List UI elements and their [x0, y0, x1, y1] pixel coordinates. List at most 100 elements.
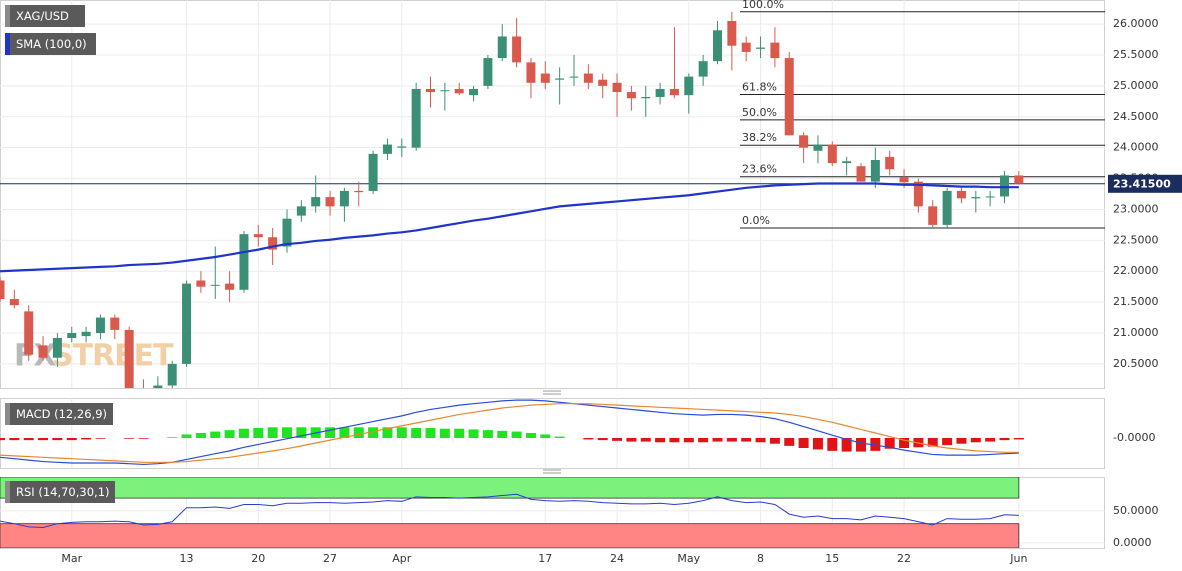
candle-body: [626, 92, 636, 99]
fib-label: 100.0%: [742, 0, 784, 11]
x-tick-label: 13: [180, 552, 194, 565]
candle-body: [139, 389, 148, 392]
candle-body: [842, 161, 852, 164]
macd-histogram-bar: [81, 438, 92, 440]
macd-histogram-bar: [0, 438, 5, 441]
x-tick-label: May: [677, 552, 700, 565]
macd-histogram-bar: [497, 430, 508, 438]
candle-body: [354, 190, 364, 193]
candle-body: [282, 218, 292, 247]
candle-body: [52, 337, 62, 358]
y-tick-label: -0.0000: [1113, 431, 1155, 444]
candle-body: [870, 160, 880, 182]
rsi-plot: [0, 477, 1020, 548]
macd-histogram-bar: [181, 434, 192, 438]
label-marker: [5, 5, 10, 27]
candle-body: [110, 317, 120, 330]
overbought-zone: [0, 477, 1020, 499]
macd-histogram-bar: [540, 434, 551, 438]
x-tick-label: Apr: [392, 552, 412, 565]
macd-histogram-bar: [38, 438, 49, 441]
macd-histogram-bar: [167, 437, 178, 438]
candle-body: [569, 76, 579, 78]
label-box: [5, 481, 115, 503]
sma-label: SMA (100,0): [16, 37, 87, 51]
macd-histogram-bar: [798, 438, 809, 448]
macd-histogram-bar: [95, 438, 106, 439]
y-tick-label: 24.0000: [1113, 141, 1159, 154]
macd-histogram-bar: [626, 438, 637, 442]
candle-body: [713, 30, 722, 62]
macd-histogram-bar: [784, 438, 795, 446]
macd-histogram-bar: [525, 433, 536, 438]
macd-histogram-bar: [439, 428, 450, 438]
macd-histogram-bar: [985, 438, 996, 442]
candle-body: [885, 156, 895, 170]
macd-histogram-bar: [640, 438, 651, 442]
candle-body: [813, 144, 823, 151]
x-tick-label: 22: [897, 552, 911, 565]
macd-histogram-bar: [870, 438, 881, 451]
sma-line: [0, 182, 1019, 273]
y-tick-label: 25.5000: [1113, 48, 1159, 61]
macd-histogram-bar: [138, 438, 149, 439]
candle-body: [454, 88, 464, 94]
label-marker: [5, 481, 10, 503]
candle-body: [469, 88, 479, 96]
macd-histogram-bar: [712, 438, 723, 442]
macd-histogram-bar: [325, 427, 336, 438]
macd-histogram-bar: [812, 438, 823, 450]
candle-body: [727, 21, 737, 46]
fib-label: 0.0%: [742, 214, 770, 227]
macd-histogram-bar: [669, 438, 680, 443]
candle-body: [382, 144, 392, 154]
macd-histogram-bar: [956, 438, 967, 444]
macd-histogram-bar: [353, 427, 364, 438]
macd-histogram-bar: [296, 427, 307, 438]
rsi-line: [0, 493, 1019, 529]
macd-histogram-bar: [195, 433, 206, 438]
candle-body: [612, 82, 622, 93]
candle-body: [81, 331, 91, 337]
macd-histogram-bar: [612, 438, 623, 441]
watermark-text: FX: [14, 339, 56, 374]
fib-label: 38.2%: [742, 131, 777, 144]
candle-body: [770, 42, 780, 59]
candle-body: [483, 58, 493, 86]
y-tick-label: 50.0000: [1113, 504, 1159, 517]
macd-histogram-bar: [769, 438, 780, 444]
y-tick-label: 24.5000: [1113, 110, 1159, 123]
candle-body: [0, 280, 5, 300]
macd-histogram-bar: [224, 430, 235, 438]
label-marker: [5, 33, 10, 55]
macd-histogram-bar: [999, 438, 1010, 441]
macd-histogram-bar: [841, 438, 852, 452]
macd-histogram-bar: [267, 427, 278, 438]
macd-histogram-bar: [827, 438, 838, 451]
separator-handle: [543, 390, 561, 474]
macd-histogram-bar: [66, 438, 77, 441]
macd-histogram-bar: [942, 438, 953, 446]
y-tick-label: 25.0000: [1113, 79, 1159, 92]
macd-histogram-bar: [454, 428, 465, 438]
candle-body: [756, 47, 766, 49]
candle-body: [971, 197, 981, 199]
candle-body: [368, 153, 378, 191]
candle-body: [655, 88, 665, 97]
macd-histogram-bar: [741, 438, 752, 442]
candle-body: [239, 234, 249, 290]
macd-histogram-bar: [253, 428, 264, 438]
candle-body: [985, 196, 995, 198]
candle-body: [669, 88, 679, 96]
rsi-label: RSI (14,70,30,1): [16, 485, 110, 499]
macd-histogram-bar: [554, 436, 565, 438]
candle-body: [641, 97, 651, 99]
candle-body: [583, 73, 593, 83]
macd-histogram-bar: [210, 431, 221, 438]
y-tick-label: 21.0000: [1113, 326, 1159, 339]
macd-histogram-bar: [52, 438, 63, 441]
candle-body: [182, 283, 192, 364]
fib-label: 61.8%: [742, 81, 777, 94]
macd-histogram-bar: [282, 427, 292, 438]
y-tick-label: 22.0000: [1113, 264, 1159, 277]
